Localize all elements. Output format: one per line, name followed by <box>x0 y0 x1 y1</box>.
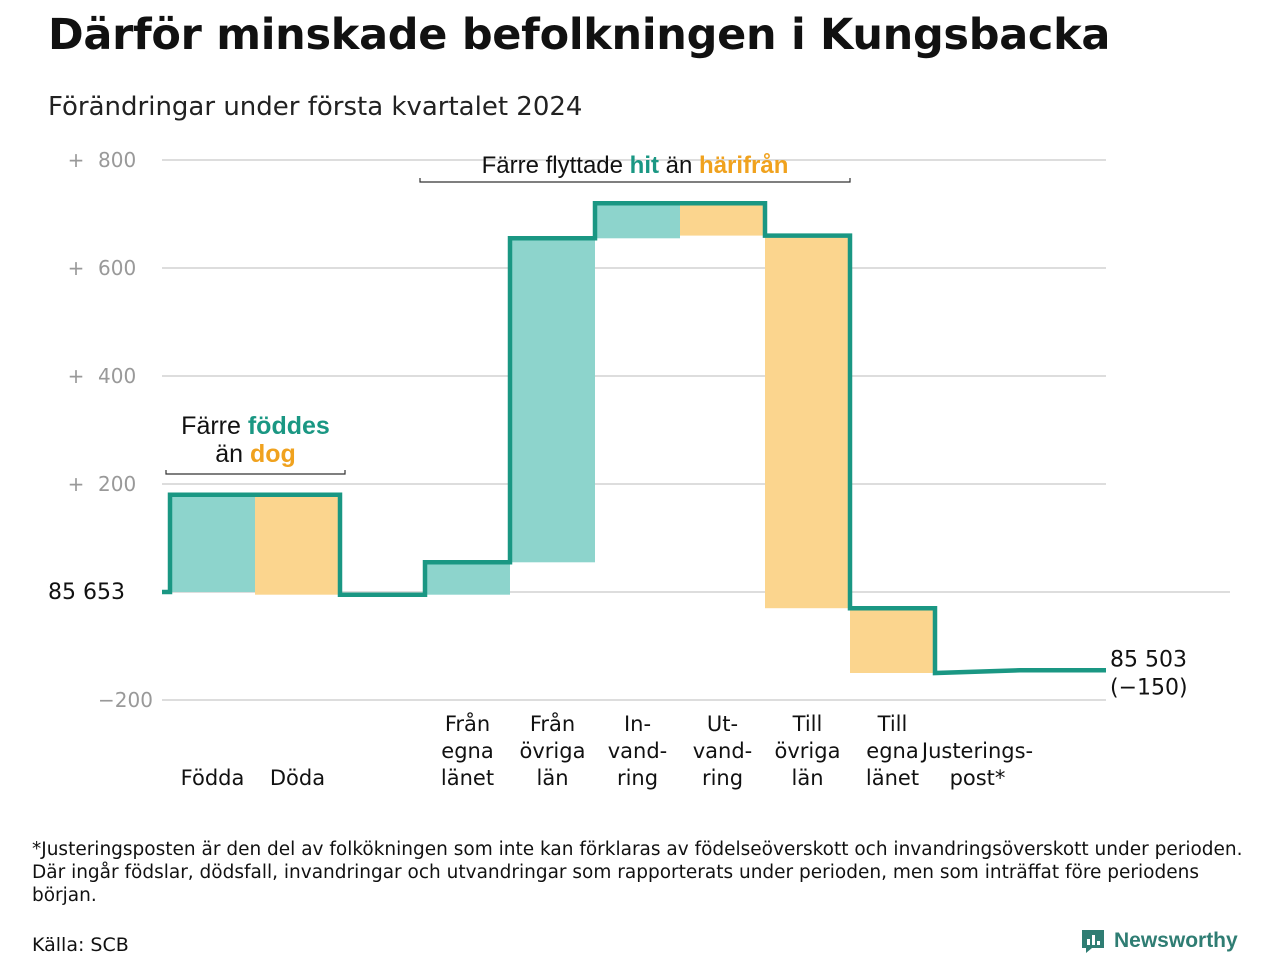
annotation-bracket <box>419 178 851 183</box>
annotation-part: Färre flyttade <box>482 152 630 179</box>
category-label: Ut- <box>707 712 738 736</box>
waterfall-bar <box>170 494 255 592</box>
newsworthy-brand: Newsworthy <box>1080 928 1238 954</box>
waterfall-bar <box>765 235 850 609</box>
category-label: län <box>536 766 568 790</box>
annotation-bracket <box>165 470 346 475</box>
waterfall-bar <box>510 238 595 563</box>
y-tick-label: 800 <box>98 148 136 172</box>
category-label: Till <box>792 712 823 736</box>
category-label: ring <box>702 766 743 790</box>
cumulative-step-line <box>162 200 1106 676</box>
waterfall-bar <box>850 608 935 673</box>
category-label: Till <box>877 712 908 736</box>
category-label: Från <box>530 711 575 736</box>
y-tick-label: 600 <box>98 256 136 280</box>
waterfall-bar <box>255 494 340 595</box>
annotation-part: än <box>215 440 250 468</box>
chart-subtitle: Förändringar under första kvartalet 2024 <box>48 92 583 122</box>
y-tick-label: 400 <box>98 364 136 388</box>
annotation-part: än <box>659 152 699 179</box>
waterfall-chart: +800 + 600 + 400 + 200 −200 85 653 85 503 (−150) Fö… <box>48 148 1230 790</box>
source-label: Källa: SCB <box>32 934 129 956</box>
category-label: ring <box>617 766 658 790</box>
category-label: länet <box>866 766 919 790</box>
annotation-part: Färre <box>181 412 248 440</box>
newsworthy-logo-icon <box>1082 930 1104 953</box>
waterfall-bar <box>595 203 680 239</box>
end-value-label: 85 503 <box>1110 647 1187 672</box>
category-label: egna <box>441 739 493 763</box>
waterfall-bar <box>425 562 510 595</box>
category-label: Justerings- <box>920 739 1033 763</box>
annotation-part: föddes <box>248 412 330 440</box>
y-tick-sign: + <box>68 364 85 388</box>
brand-name: Newsworthy <box>1114 929 1238 952</box>
annotation-part: härifrån <box>699 152 788 179</box>
chart-title: Därför minskade befolkningen i Kungsback… <box>48 10 1111 60</box>
y-tick-label: −200 <box>98 688 153 712</box>
annotation-births-line2: än dog <box>215 440 296 468</box>
waterfall-bar <box>680 203 765 236</box>
category-label: In- <box>624 712 651 736</box>
y-tick-sign: + <box>68 472 85 496</box>
category-label: vand- <box>693 739 753 763</box>
annotation-migration-text: Färre flyttade hit än härifrån <box>482 152 789 179</box>
annotation-births-line1: Färre föddes <box>181 412 330 440</box>
start-value-label: 85 653 <box>48 580 125 605</box>
y-tick-label: 200 <box>98 472 136 496</box>
category-label: Födda <box>181 766 245 790</box>
category-label: övriga <box>520 739 586 763</box>
annotation-part: hit <box>630 152 659 179</box>
footnote: *Justeringsposten är den del av folkökni… <box>32 839 1243 906</box>
y-tick-sign: + <box>68 148 85 172</box>
category-label: länet <box>441 766 494 790</box>
category-label: Döda <box>270 766 325 790</box>
y-tick-sign: + <box>68 256 85 280</box>
category-label: post* <box>950 766 1006 790</box>
category-label: vand- <box>608 739 668 763</box>
category-label: övriga <box>775 739 841 763</box>
category-label: Från <box>445 711 490 736</box>
end-change-label: (−150) <box>1110 675 1188 700</box>
category-label: egna <box>866 739 918 763</box>
category-label: län <box>791 766 823 790</box>
annotation-part: dog <box>250 440 296 468</box>
